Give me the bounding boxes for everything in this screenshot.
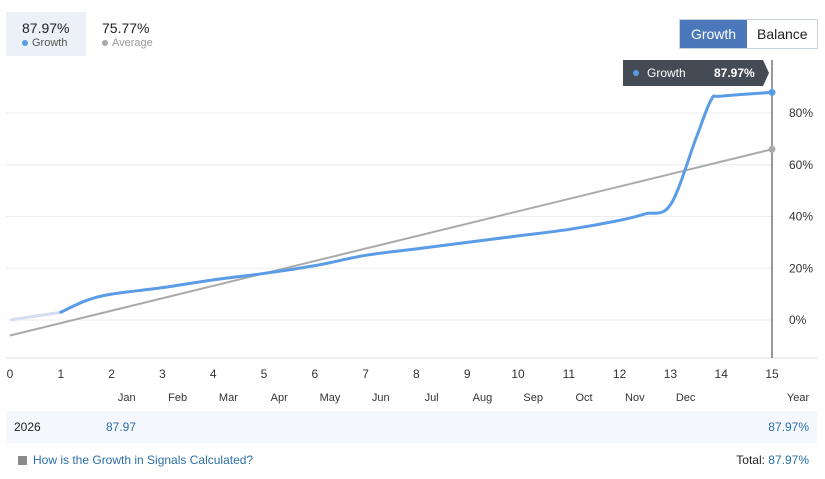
average-summary-value: 75.77% bbox=[102, 20, 150, 36]
tooltip-dot-icon bbox=[633, 70, 639, 76]
summary-bar: 87.97% Growth 75.77% Average bbox=[6, 12, 169, 56]
x-tick-label: 6 bbox=[311, 367, 318, 381]
average-summary-label: Average bbox=[112, 37, 153, 49]
growth-series-line bbox=[59, 90, 774, 314]
table-year-total: 87.97% bbox=[768, 420, 809, 434]
growth-start-segment bbox=[9, 310, 62, 322]
y-tick-label: 20% bbox=[789, 261, 813, 275]
average-dot-icon bbox=[102, 40, 108, 46]
growth-dot-icon bbox=[22, 40, 28, 46]
x-tick-label: 7 bbox=[362, 367, 369, 381]
x-tick-label: 14 bbox=[715, 367, 729, 381]
month-label: Aug bbox=[473, 392, 493, 404]
growth-summary[interactable]: 87.97% Growth bbox=[6, 12, 86, 56]
growth-summary-label: Growth bbox=[32, 37, 68, 49]
month-label: Feb bbox=[168, 392, 187, 404]
x-tick-label: 8 bbox=[413, 367, 420, 381]
x-tick-label: 4 bbox=[210, 367, 217, 381]
growth-end-point bbox=[768, 88, 776, 96]
average-summary[interactable]: 75.77% Average bbox=[86, 12, 169, 56]
x-tick-label: 9 bbox=[464, 367, 471, 381]
month-label: Jul bbox=[425, 392, 439, 404]
x-tick-label: 5 bbox=[261, 367, 268, 381]
month-label: Nov bbox=[625, 392, 645, 404]
y-tick-label: 60% bbox=[789, 158, 813, 172]
help-icon bbox=[18, 455, 27, 465]
footer: How is the Growth in Signals Calculated?… bbox=[18, 453, 809, 467]
month-label: Oct bbox=[575, 392, 592, 404]
average-end-point bbox=[768, 145, 776, 153]
x-tick-label: 2 bbox=[108, 367, 115, 381]
balance-tab-button[interactable]: Balance bbox=[747, 20, 817, 48]
chart-mode-toggle: Growth Balance bbox=[679, 19, 818, 49]
y-tick-label: 80% bbox=[789, 106, 813, 120]
tooltip-label: Growth bbox=[647, 66, 686, 80]
y-tick-label: 40% bbox=[789, 210, 813, 224]
month-label: Jun bbox=[372, 392, 390, 404]
table-value: 87.97 bbox=[106, 420, 137, 434]
x-tick-label: 13 bbox=[664, 367, 678, 381]
average-series-line bbox=[9, 148, 773, 337]
month-label: Dec bbox=[676, 392, 696, 404]
month-label: Mar bbox=[219, 392, 238, 404]
month-label: Sep bbox=[523, 392, 543, 404]
tooltip-value: 87.97% bbox=[714, 66, 755, 80]
footer-total: Total: 87.97% bbox=[736, 453, 809, 467]
x-tick-label: 12 bbox=[613, 367, 627, 381]
x-tick-label: 15 bbox=[765, 367, 779, 381]
x-tick-label: 10 bbox=[511, 367, 525, 381]
month-label: Jan bbox=[118, 392, 136, 404]
x-tick-label: 0 bbox=[7, 367, 14, 381]
table-year: 2026 bbox=[14, 420, 41, 434]
y-tick-label: 0% bbox=[789, 313, 807, 327]
month-label: Apr bbox=[271, 392, 288, 404]
year-table-row: 2026 87.97 87.97% bbox=[6, 411, 817, 443]
x-tick-label: 3 bbox=[159, 367, 166, 381]
growth-summary-value: 87.97% bbox=[22, 20, 70, 36]
growth-help-link[interactable]: How is the Growth in Signals Calculated? bbox=[18, 453, 809, 467]
footer-total-value: 87.97% bbox=[768, 453, 809, 467]
month-axis-label: Year bbox=[787, 392, 810, 404]
x-tick-label: 11 bbox=[563, 367, 576, 381]
month-label: May bbox=[320, 392, 341, 404]
tooltip-box bbox=[623, 60, 769, 86]
footer-total-label: Total: bbox=[736, 453, 765, 467]
growth-tab-button[interactable]: Growth bbox=[680, 20, 747, 48]
growth-help-link-text: How is the Growth in Signals Calculated? bbox=[33, 453, 254, 467]
x-tick-label: 1 bbox=[57, 367, 64, 381]
